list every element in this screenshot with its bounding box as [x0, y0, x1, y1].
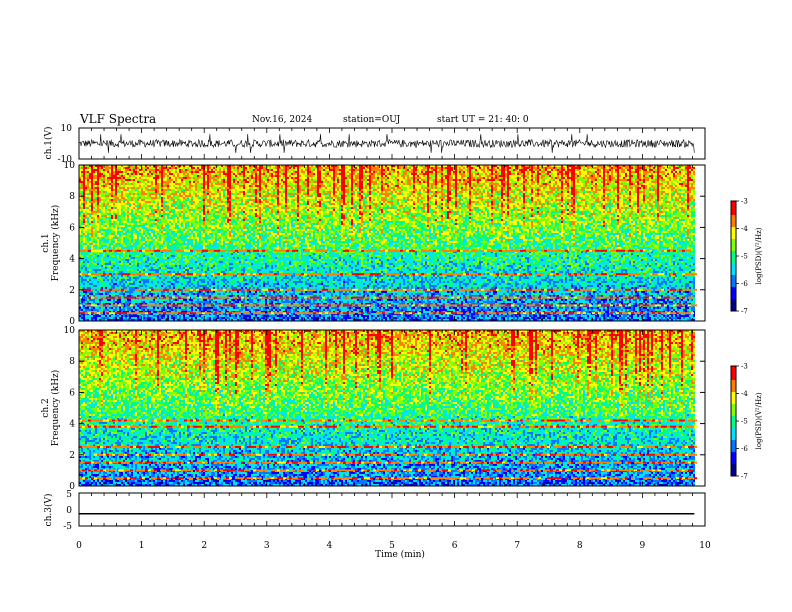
ch1-spectrogram-ylabel: Frequency (kHz) — [50, 205, 61, 282]
station-label: station=OUJ — [343, 115, 401, 125]
time-tick-label: 10 — [699, 541, 711, 551]
ch1-waveform-ylabel: ch.1(V) — [43, 127, 54, 160]
spec1-ytick: 10 — [64, 161, 76, 171]
cb1-tick: -6 — [741, 280, 748, 288]
spec2-ytick: 4 — [69, 420, 75, 430]
ch1-spectrogram-image — [79, 165, 697, 321]
ch2-spectrogram-image — [79, 330, 697, 486]
ch3-waveform-ylabel: ch.3(V) — [43, 494, 54, 527]
figure-title: VLF Spectra — [79, 112, 156, 126]
ch1-spectrogram-ylabel-channel: ch.1 — [41, 233, 51, 252]
spec2-ytick: 2 — [69, 451, 75, 461]
spec2-ytick: 6 — [69, 388, 75, 398]
ch2-colorbar-ticks: -3 -4 -5 -6 -7 — [736, 363, 748, 481]
ch3-ytick-mid: 0 — [66, 506, 72, 516]
ch1-ytick-top: 10 — [61, 124, 73, 134]
spec2-ytick: 10 — [64, 326, 76, 336]
ch1-waveform-line — [79, 134, 694, 153]
cb2-tick: -7 — [741, 473, 748, 481]
date-label: Nov.16, 2024 — [252, 115, 313, 125]
ch2-colorbar: -3 -4 -5 -6 -7 log(PSD)(V²/Hz) — [731, 363, 763, 481]
ch1-colorbar-label: log(PSD)(V²/Hz) — [755, 227, 763, 284]
spec1-ytick: 8 — [69, 192, 75, 202]
start-time-label: start UT = 21: 40: 0 — [437, 115, 529, 125]
spec2-ytick: 8 — [69, 357, 75, 367]
ch2-colorbar-gradient — [731, 366, 736, 477]
time-tick-label: 7 — [514, 541, 520, 551]
time-tick-label: 8 — [577, 541, 583, 551]
panel-ch3-waveform: 5 0 -5 ch.3(V) — [43, 490, 705, 532]
cb2-tick: -6 — [741, 445, 748, 453]
panel-ch1-waveform: 10 -10 ch.1(V) — [43, 124, 705, 165]
spec1-ytick: 6 — [69, 223, 75, 233]
ch2-colorbar-label: log(PSD)(V²/Hz) — [755, 392, 763, 449]
time-tick-label: 4 — [327, 541, 333, 551]
ch3-ytick-top: 5 — [66, 490, 72, 500]
cb2-tick: -5 — [741, 418, 748, 426]
time-tick-label: 9 — [640, 541, 646, 551]
ch3-ytick-bottom: -5 — [63, 522, 72, 532]
time-tick-label: 0 — [76, 541, 82, 551]
cb1-tick: -5 — [741, 253, 748, 261]
cb2-tick: -4 — [741, 390, 748, 398]
cb1-tick: -3 — [741, 198, 748, 206]
time-tick-label: 1 — [139, 541, 145, 551]
ch1-colorbar-ticks: -3 -4 -5 -6 -7 — [736, 198, 748, 316]
cb2-tick: -3 — [741, 363, 748, 371]
spec1-ytick: 2 — [69, 286, 75, 296]
ch1-colorbar-gradient — [731, 201, 736, 312]
ch2-spectrogram-ylabel: Frequency (kHz) — [50, 370, 61, 447]
ch1-colorbar: -3 -4 -5 -6 -7 log(PSD)(V²/Hz) — [731, 198, 763, 316]
time-tick-label: 2 — [201, 541, 207, 551]
time-tick-label: 6 — [452, 541, 458, 551]
cb1-tick: -4 — [741, 225, 748, 233]
spec1-ytick: 4 — [69, 255, 75, 265]
time-tick-label: 3 — [264, 541, 270, 551]
cb1-tick: -7 — [741, 308, 748, 316]
time-axis-label: Time (min) — [375, 549, 425, 560]
ch2-spectrogram-ylabel-channel: ch.2 — [41, 398, 51, 417]
